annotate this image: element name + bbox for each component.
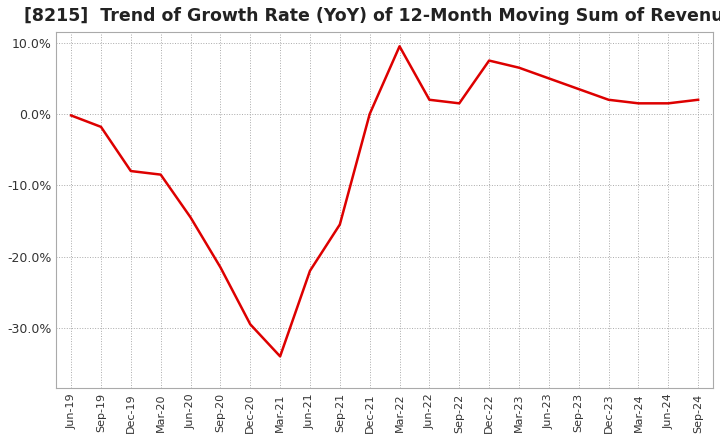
Title: [8215]  Trend of Growth Rate (YoY) of 12-Month Moving Sum of Revenues: [8215] Trend of Growth Rate (YoY) of 12-… bbox=[24, 7, 720, 25]
